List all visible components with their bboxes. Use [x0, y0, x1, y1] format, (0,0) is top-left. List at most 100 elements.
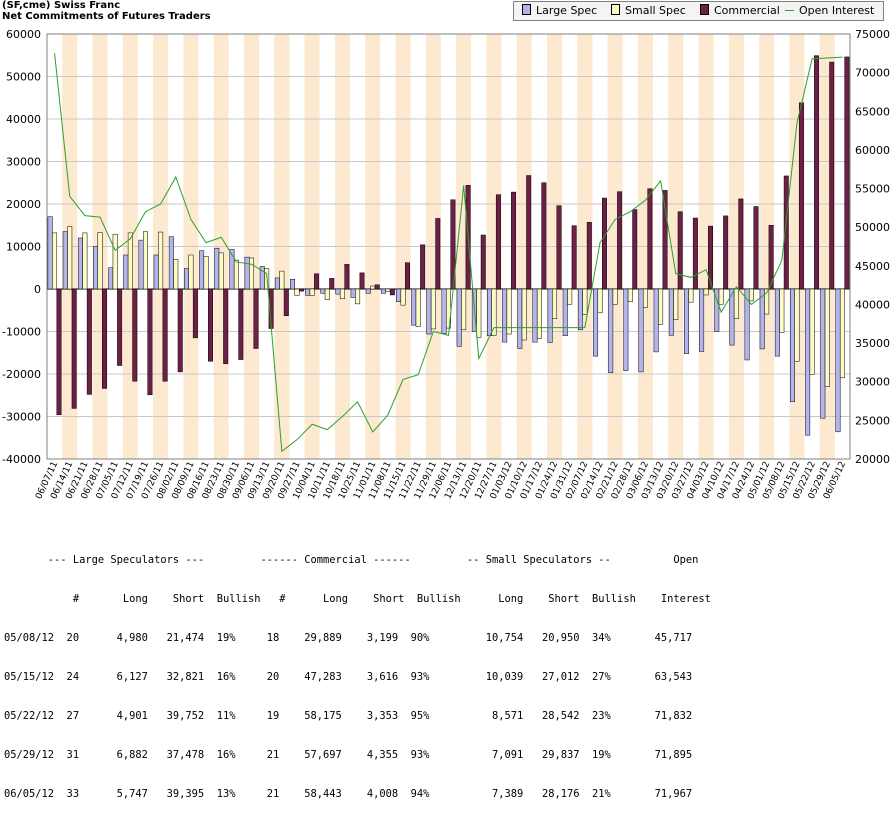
bar	[723, 215, 729, 290]
legend-swatch-small-spec	[611, 4, 620, 15]
bar	[67, 226, 73, 290]
bar	[420, 244, 426, 290]
bar	[415, 288, 421, 327]
bar	[56, 288, 62, 416]
title-line-2: Net Commitments of Futures Traders	[2, 11, 211, 22]
bar-series	[47, 55, 850, 436]
bar	[238, 288, 244, 360]
open-interest-line-group	[54, 53, 843, 453]
bar	[688, 288, 694, 303]
bar	[192, 288, 198, 339]
bar	[359, 272, 365, 290]
bar	[495, 194, 501, 290]
bar	[526, 175, 532, 290]
bar	[253, 288, 259, 349]
bar	[314, 273, 320, 290]
bar	[582, 288, 588, 315]
bar	[52, 232, 58, 290]
bar	[177, 288, 183, 373]
bar	[541, 182, 547, 290]
right-axis-tick-label: 50000	[855, 221, 890, 234]
bar	[556, 205, 562, 290]
bar	[627, 288, 633, 302]
bar	[350, 288, 356, 298]
bar	[502, 288, 508, 343]
left-axis-labels: 60000 50000 40000 30000 20000 10000 0 -10000 -20…	[2, 28, 41, 466]
chart-title: (SF,cme) Swiss Franc Net Commitments of …	[2, 0, 211, 22]
bar	[309, 288, 315, 296]
bar	[662, 190, 668, 290]
legend-label: Commercial	[714, 4, 780, 17]
bar	[783, 175, 789, 290]
legend-swatch-open-interest	[785, 10, 794, 11]
left-axis-tick-label: 20000	[6, 198, 41, 211]
bar	[127, 232, 133, 290]
bar	[790, 288, 795, 402]
bar	[759, 288, 765, 350]
bar	[283, 288, 289, 317]
right-axis-tick-label: 30000	[855, 376, 890, 389]
bar	[835, 288, 841, 433]
right-axis-tick-label: 40000	[855, 298, 890, 311]
bar	[400, 288, 406, 306]
bar	[658, 288, 664, 325]
bar	[123, 254, 129, 290]
bar	[612, 288, 618, 305]
bar	[355, 288, 361, 305]
bar	[62, 231, 68, 290]
bar	[601, 197, 607, 290]
bar	[844, 56, 850, 290]
bar	[329, 278, 335, 290]
bar	[162, 288, 168, 382]
bar	[385, 288, 391, 292]
bar	[683, 288, 689, 354]
bar	[511, 191, 517, 290]
bar	[199, 250, 205, 290]
bar	[244, 256, 250, 290]
bar	[753, 206, 759, 290]
bar	[567, 288, 573, 305]
left-axis-tick-label: 30000	[6, 156, 41, 169]
bar	[249, 257, 255, 290]
legend-label: Open Interest	[799, 4, 875, 17]
right-axis-tick-label: 25000	[855, 414, 890, 427]
bar	[699, 288, 705, 352]
bar	[233, 259, 239, 290]
bar	[117, 288, 123, 366]
bar	[389, 288, 395, 296]
bar	[642, 288, 648, 308]
positions-table: --- Large Speculators --- ------ Commerc…	[4, 528, 711, 814]
legend-label: Large Spec	[536, 4, 598, 17]
bar	[480, 234, 486, 290]
bar	[577, 288, 583, 331]
bar	[411, 288, 417, 326]
table-row: 05/08/12 20 4,980 21,474 19% 18 29,889 3…	[4, 632, 693, 644]
bar	[380, 288, 386, 294]
bar	[335, 288, 341, 295]
legend-swatch-large-spec	[522, 4, 531, 15]
bar	[708, 225, 714, 290]
bar	[506, 288, 512, 335]
x-axis-labels: 06/07/1106/14/1106/21/1106/28/1107/05/11…	[34, 460, 848, 501]
table-row: 05/22/12 27 4,901 39,752 11% 19 58,175 3…	[4, 710, 693, 722]
right-axis-tick-label: 70000	[855, 67, 890, 80]
table-row: 05/29/12 31 6,882 37,478 16% 21 57,697 4…	[4, 749, 693, 761]
left-axis-tick-label: 0	[34, 283, 41, 296]
bar	[168, 236, 174, 290]
plot-frame	[46, 33, 851, 460]
bar	[692, 217, 698, 290]
bar	[586, 222, 592, 290]
bar	[517, 288, 523, 349]
legend: Large Spec Small Spec Commercial Open In…	[513, 1, 884, 21]
bar	[93, 246, 99, 290]
bar	[405, 262, 410, 290]
legend-label: Small Spec	[625, 4, 686, 17]
bar	[173, 259, 179, 290]
open-interest-line	[54, 53, 843, 453]
bar	[143, 231, 148, 290]
bar	[632, 209, 638, 290]
bar	[374, 284, 380, 290]
bar	[597, 288, 603, 314]
bar	[617, 191, 623, 290]
table-row: 05/15/12 24 6,127 32,821 16% 20 47,283 3…	[4, 671, 693, 683]
